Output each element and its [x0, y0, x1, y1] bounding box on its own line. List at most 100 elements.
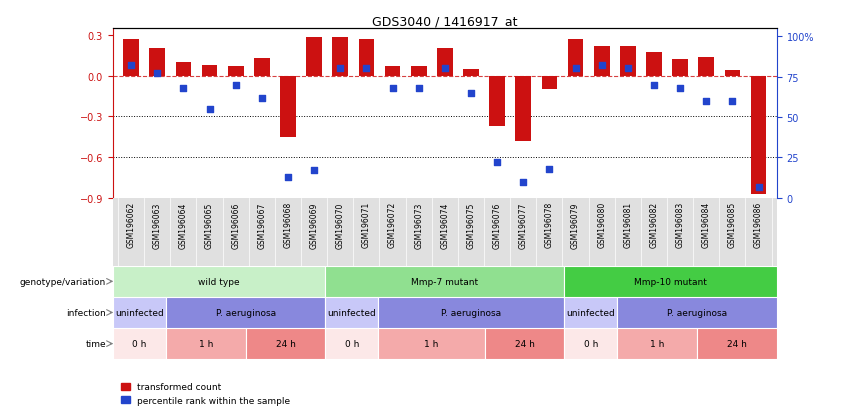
- Text: GSM196062: GSM196062: [127, 202, 135, 248]
- Text: GSM196068: GSM196068: [284, 202, 293, 248]
- Bar: [411, 67, 426, 76]
- Point: [516, 179, 530, 185]
- Point: [621, 66, 635, 73]
- Bar: [725, 71, 740, 76]
- Bar: [564, 266, 777, 297]
- Text: GSM196075: GSM196075: [466, 202, 476, 248]
- Text: GSM196064: GSM196064: [179, 202, 188, 248]
- Bar: [175, 63, 191, 76]
- Text: uninfected: uninfected: [327, 308, 376, 317]
- Text: GSM196083: GSM196083: [675, 202, 685, 248]
- Bar: [254, 59, 270, 76]
- Text: P. aeruginosa: P. aeruginosa: [667, 308, 727, 317]
- Title: GDS3040 / 1416917_at: GDS3040 / 1416917_at: [372, 15, 517, 28]
- Text: GSM196085: GSM196085: [728, 202, 737, 248]
- Text: GSM196079: GSM196079: [571, 202, 580, 248]
- Text: 0 h: 0 h: [345, 339, 359, 348]
- Bar: [385, 67, 400, 76]
- Text: 24 h: 24 h: [727, 339, 747, 348]
- Bar: [113, 328, 166, 359]
- Text: GSM196078: GSM196078: [545, 202, 554, 248]
- Text: uninfected: uninfected: [115, 308, 164, 317]
- Bar: [149, 49, 165, 76]
- Bar: [123, 40, 139, 76]
- Text: GSM196086: GSM196086: [754, 202, 763, 248]
- Bar: [166, 328, 246, 359]
- Bar: [326, 328, 378, 359]
- Legend: transformed count, percentile rank within the sample: transformed count, percentile rank withi…: [117, 379, 294, 408]
- Bar: [697, 328, 777, 359]
- Bar: [673, 60, 688, 76]
- Text: GSM196080: GSM196080: [597, 202, 606, 248]
- Bar: [490, 76, 505, 126]
- Point: [542, 166, 556, 173]
- Bar: [564, 297, 617, 328]
- Bar: [113, 297, 166, 328]
- Text: genotype/variation: genotype/variation: [20, 277, 106, 286]
- Text: Mmp-7 mutant: Mmp-7 mutant: [411, 277, 478, 286]
- Point: [569, 66, 582, 73]
- Bar: [617, 297, 777, 328]
- Text: GSM196082: GSM196082: [649, 202, 659, 248]
- Point: [333, 66, 347, 73]
- Point: [595, 63, 608, 69]
- Bar: [516, 76, 531, 141]
- Text: 24 h: 24 h: [515, 339, 535, 348]
- Bar: [378, 328, 484, 359]
- Point: [359, 66, 373, 73]
- Point: [752, 184, 766, 190]
- Bar: [246, 328, 326, 359]
- Text: GSM196067: GSM196067: [257, 202, 266, 248]
- Bar: [306, 38, 322, 76]
- Point: [726, 98, 740, 105]
- Bar: [751, 76, 766, 194]
- Bar: [113, 266, 326, 297]
- Point: [385, 85, 399, 92]
- Text: GSM196066: GSM196066: [231, 202, 240, 248]
- Text: GSM196076: GSM196076: [493, 202, 502, 248]
- Bar: [280, 76, 296, 138]
- Text: 1 h: 1 h: [650, 339, 665, 348]
- Bar: [437, 49, 453, 76]
- Text: 1 h: 1 h: [199, 339, 213, 348]
- Point: [674, 85, 687, 92]
- Text: uninfected: uninfected: [567, 308, 615, 317]
- Point: [411, 85, 425, 92]
- Bar: [646, 53, 661, 76]
- Point: [307, 168, 321, 174]
- Point: [150, 71, 164, 77]
- Bar: [166, 297, 326, 328]
- Text: GSM196069: GSM196069: [310, 202, 319, 248]
- Bar: [617, 328, 697, 359]
- Bar: [332, 38, 348, 76]
- Point: [124, 63, 138, 69]
- Text: P. aeruginosa: P. aeruginosa: [215, 308, 276, 317]
- Point: [255, 95, 269, 102]
- Point: [647, 82, 661, 89]
- Bar: [484, 328, 564, 359]
- Bar: [699, 57, 714, 76]
- Text: GSM196070: GSM196070: [336, 202, 345, 248]
- Point: [281, 174, 295, 180]
- Bar: [594, 47, 609, 76]
- Point: [229, 82, 243, 89]
- Text: GSM196072: GSM196072: [388, 202, 397, 248]
- Bar: [326, 297, 378, 328]
- Bar: [201, 66, 217, 76]
- Bar: [564, 328, 617, 359]
- Bar: [378, 297, 564, 328]
- Text: 0 h: 0 h: [132, 339, 147, 348]
- Bar: [464, 69, 479, 76]
- Text: GSM196077: GSM196077: [519, 202, 528, 248]
- Bar: [358, 40, 374, 76]
- Point: [176, 85, 190, 92]
- Point: [202, 106, 216, 113]
- Text: time: time: [86, 339, 106, 348]
- Text: GSM196084: GSM196084: [701, 202, 711, 248]
- Point: [700, 98, 713, 105]
- Text: wild type: wild type: [198, 277, 240, 286]
- Text: Mmp-10 mutant: Mmp-10 mutant: [635, 277, 707, 286]
- Text: GSM196065: GSM196065: [205, 202, 214, 248]
- Text: infection: infection: [67, 308, 106, 317]
- Text: GSM196074: GSM196074: [440, 202, 450, 248]
